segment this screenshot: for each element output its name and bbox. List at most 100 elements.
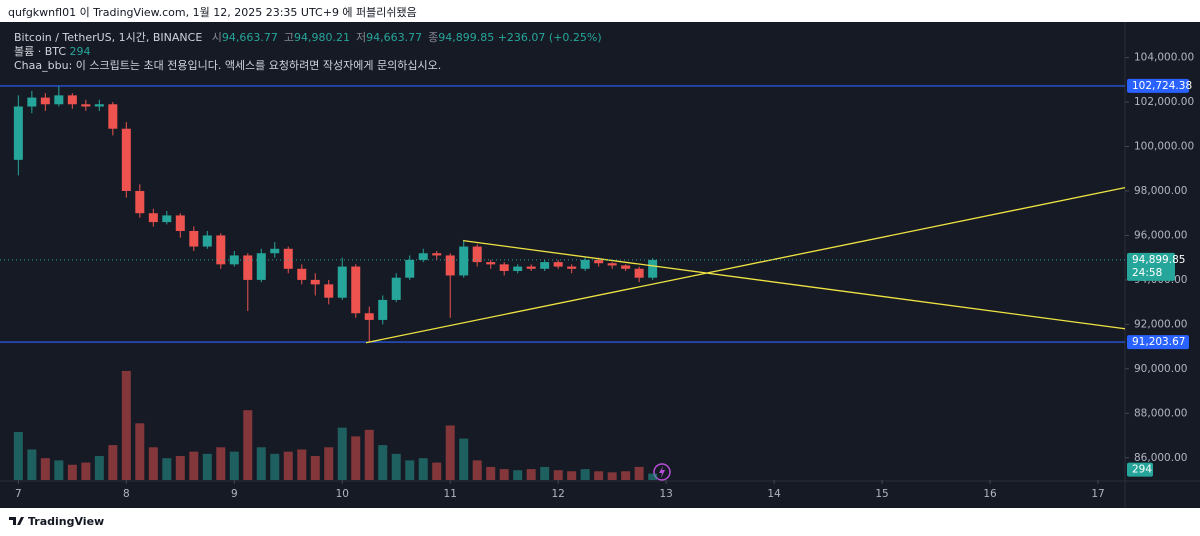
- volume-bar: [337, 427, 347, 480]
- volume-bar: [418, 458, 428, 480]
- candle-body: [391, 277, 401, 300]
- candle-body: [567, 266, 577, 269]
- volume-bar: [486, 466, 496, 480]
- y-tick-label: 98,000.00: [1134, 185, 1187, 197]
- candle-body: [94, 104, 104, 107]
- candle-body: [513, 266, 523, 272]
- legend-field-label: 고: [283, 31, 295, 44]
- candle-body: [526, 266, 536, 269]
- volume-bar: [513, 470, 523, 480]
- footer-logo: [9, 517, 24, 525]
- candle-body: [175, 215, 185, 231]
- candle-body: [135, 190, 145, 214]
- y-tick-label: 102,000.00: [1134, 96, 1194, 108]
- volume-bar: [297, 449, 307, 480]
- volume-bar: [27, 449, 37, 480]
- candle-body: [229, 255, 239, 265]
- candle-body: [432, 253, 442, 256]
- trend-line: [463, 240, 1126, 330]
- trend-line: [365, 186, 1126, 344]
- legend-field-value: 94,899.85: [438, 31, 495, 44]
- candle-body: [189, 230, 199, 247]
- volume-bar: [499, 469, 509, 480]
- candle-body: [81, 104, 91, 107]
- script-note: Chaa_bbu: 이 스크립트는 초대 전용입니다. 액세스를 요청하려면 작…: [14, 59, 442, 72]
- candle-body: [607, 263, 617, 266]
- y-tick-label: 100,000.00: [1134, 141, 1194, 153]
- candle-body: [594, 259, 604, 264]
- x-tick-label: 14: [767, 488, 781, 500]
- x-tick-label: 7: [15, 488, 22, 500]
- volume-label-bg: [1127, 462, 1153, 477]
- volume-bar: [108, 445, 118, 480]
- y-tick-label: 96,000.00: [1134, 229, 1187, 241]
- volume-bar: [553, 470, 563, 480]
- candle-body: [162, 215, 172, 223]
- volume-bar: [634, 466, 644, 480]
- legend-field-value: 94,980.21: [294, 31, 350, 44]
- candle-body: [297, 268, 307, 280]
- volume-bar: [13, 432, 23, 480]
- volume-bar: [526, 469, 536, 480]
- candle-body: [310, 279, 320, 285]
- candle-body: [27, 97, 37, 107]
- candle-body: [418, 253, 428, 260]
- volume-bar: [229, 451, 239, 480]
- volume-bar: [189, 451, 199, 480]
- volume-bar: [445, 425, 455, 480]
- volume-bar: [243, 410, 253, 480]
- x-tick-label: 17: [1091, 488, 1104, 500]
- candle-body: [364, 313, 374, 320]
- y-tick-label: 104,000.00: [1134, 52, 1194, 64]
- candle-body: [621, 265, 631, 269]
- x-tick-label: 13: [659, 488, 672, 500]
- x-tick-label: 12: [551, 488, 564, 500]
- candle-body: [540, 262, 550, 269]
- volume-bar: [607, 472, 617, 480]
- candle-body: [283, 248, 293, 269]
- candle-body: [378, 299, 388, 320]
- volume-bar: [135, 423, 145, 480]
- volume-bar: [310, 456, 320, 480]
- legend-field-value: 94,663.77: [221, 31, 278, 44]
- header-title: qufgkwnfl01 이 TradingView.com, 1월 12, 20…: [8, 6, 417, 19]
- volume-bar: [256, 447, 266, 480]
- volume-legend: 볼륨 · BTC 294: [14, 43, 91, 59]
- legend-change: +236.07 (+0.25%): [497, 31, 602, 44]
- legend-line: Bitcoin / TetherUS, 1시간, BINANCE 시94,663…: [14, 29, 602, 45]
- chart-bg: [0, 22, 1200, 508]
- footer-brand: TradingView: [28, 515, 105, 528]
- volume-bar: [351, 436, 361, 480]
- volume-label: 볼륨 · BTC: [14, 45, 67, 58]
- candle-body: [40, 97, 50, 105]
- x-tick-label: 11: [444, 488, 457, 500]
- volume-bar: [432, 462, 442, 480]
- last-price-bg: [1127, 252, 1175, 281]
- x-tick-label: 8: [123, 488, 130, 500]
- candle-body: [67, 95, 77, 105]
- candle-body: [405, 259, 415, 278]
- candle-body: [54, 95, 64, 105]
- y-tick-label: 90,000.00: [1134, 363, 1187, 375]
- candle-body: [499, 264, 509, 272]
- legend-field-value: 94,663.77: [366, 31, 423, 44]
- volume-bar: [121, 370, 131, 480]
- candle-body: [472, 246, 482, 263]
- candle-body: [351, 266, 361, 314]
- price-label: 91,203.67: [1132, 336, 1185, 348]
- volume-bar: [94, 456, 104, 480]
- volume-bar: [391, 453, 401, 480]
- legend-field-label: 저: [356, 31, 367, 44]
- volume-bar: [216, 447, 226, 480]
- price-label-bg: [1127, 78, 1189, 93]
- volume-bar: [67, 464, 77, 480]
- volume-bar: [378, 445, 388, 480]
- header-bg: [0, 0, 1200, 22]
- x-tick-label: 10: [336, 488, 349, 500]
- candle-body: [648, 259, 658, 278]
- volume-bar: [648, 473, 658, 480]
- price-label-bg: [1127, 335, 1189, 350]
- candle-body: [634, 268, 644, 278]
